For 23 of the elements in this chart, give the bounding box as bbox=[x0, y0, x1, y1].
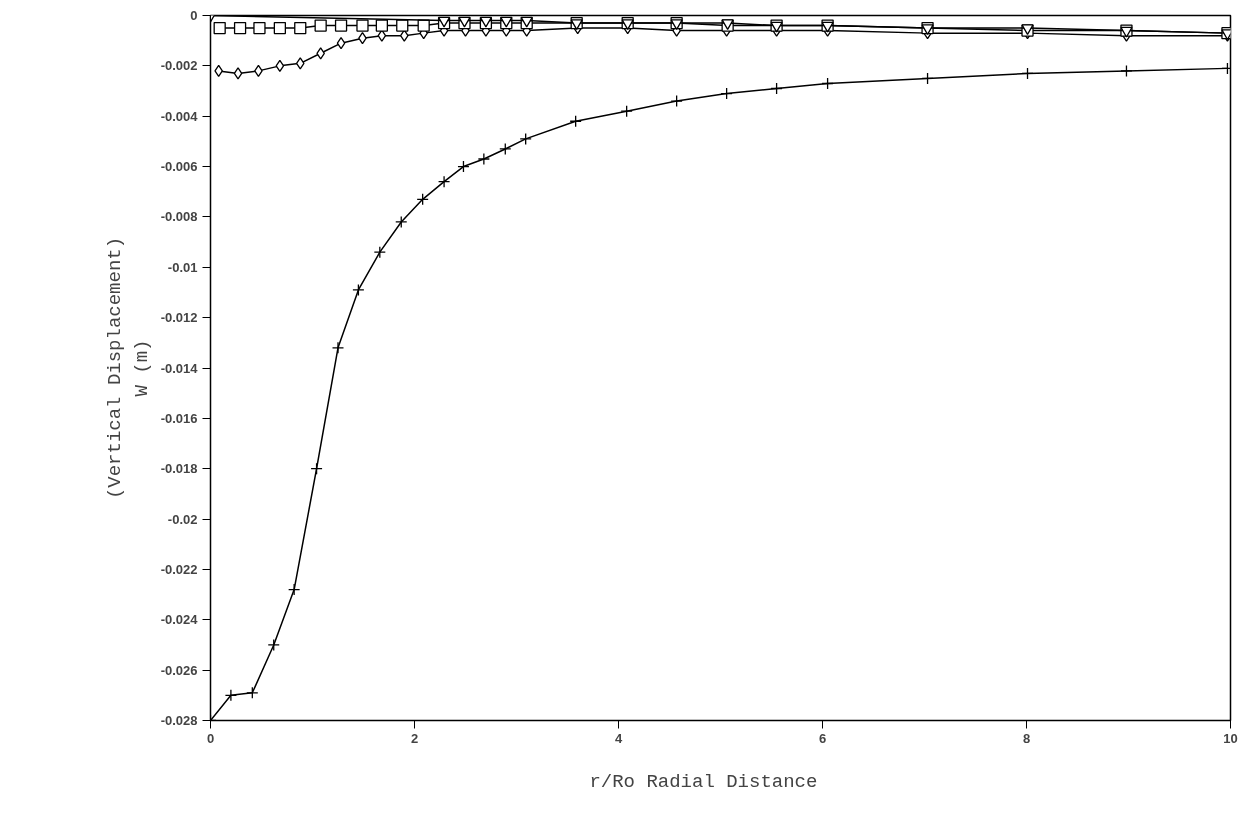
y-tick-label: -0.004 bbox=[160, 108, 199, 124]
y-tick-label: -0.026 bbox=[160, 662, 198, 678]
y-tick-label: 0 bbox=[190, 8, 198, 23]
y-tick-label: -0.008 bbox=[160, 209, 198, 225]
x-tick-label: 10 bbox=[1223, 730, 1238, 746]
y-tick-label: -0.006 bbox=[160, 159, 198, 175]
x-tick-label: 0 bbox=[206, 730, 215, 746]
y-tick-label: -0.018 bbox=[160, 461, 198, 477]
y-tick-label: -0.002 bbox=[160, 58, 198, 74]
y-axis-title: (Vertical Displacement) W (m) bbox=[104, 236, 153, 500]
y-tick-label: -0.024 bbox=[160, 612, 199, 628]
y-tick-label: -0.016 bbox=[160, 410, 198, 426]
y-tick-label: -0.02 bbox=[167, 511, 198, 527]
y-tick-label: -0.028 bbox=[160, 713, 198, 728]
x-tick-label: 6 bbox=[818, 730, 827, 746]
y-tick-label: -0.022 bbox=[160, 561, 198, 577]
y-tick-label: -0.012 bbox=[160, 310, 198, 326]
x-axis-title: r/Ro Radial Distance bbox=[589, 770, 818, 793]
x-tick-label: 8 bbox=[1022, 730, 1031, 746]
y-tick-label: -0.01 bbox=[167, 259, 198, 275]
y-tick-label: -0.014 bbox=[160, 360, 199, 376]
x-tick-label: 2 bbox=[410, 730, 419, 746]
x-tick-label: 4 bbox=[614, 730, 623, 746]
